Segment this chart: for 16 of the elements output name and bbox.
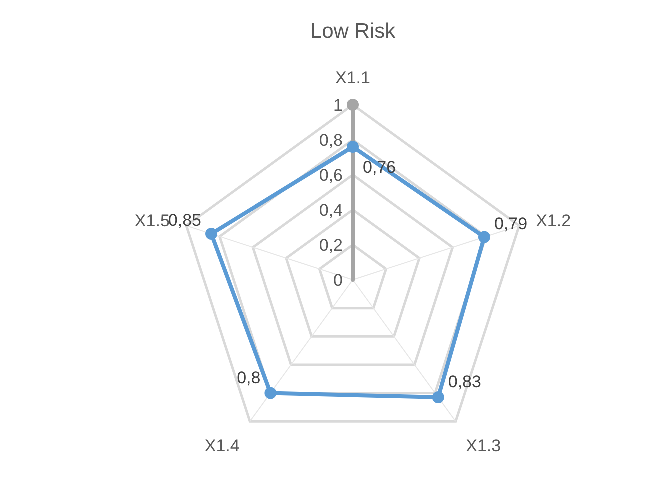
- data-label: 0,83: [448, 372, 482, 392]
- spoke-label: X1.5: [134, 212, 170, 231]
- spoke-label: X1.3: [466, 436, 502, 456]
- spoke-label: X1.2: [536, 212, 572, 231]
- spoke-label: X1.4: [204, 436, 240, 456]
- y-tick-label: 0,6: [319, 166, 343, 185]
- y-tick-label: 0,8: [319, 131, 343, 150]
- data-label: 0,85: [168, 211, 202, 230]
- spoke-label: X1.1: [336, 68, 370, 88]
- y-tick-label: 0,2: [319, 236, 343, 255]
- data-label: 0,79: [494, 214, 528, 234]
- y-tick-label: 0: [334, 271, 343, 290]
- chart-title: Low Risk: [310, 20, 396, 43]
- y-tick-label: 1: [334, 96, 343, 115]
- data-label: 0,8: [237, 368, 261, 388]
- y-tick-label: 0,4: [319, 201, 343, 220]
